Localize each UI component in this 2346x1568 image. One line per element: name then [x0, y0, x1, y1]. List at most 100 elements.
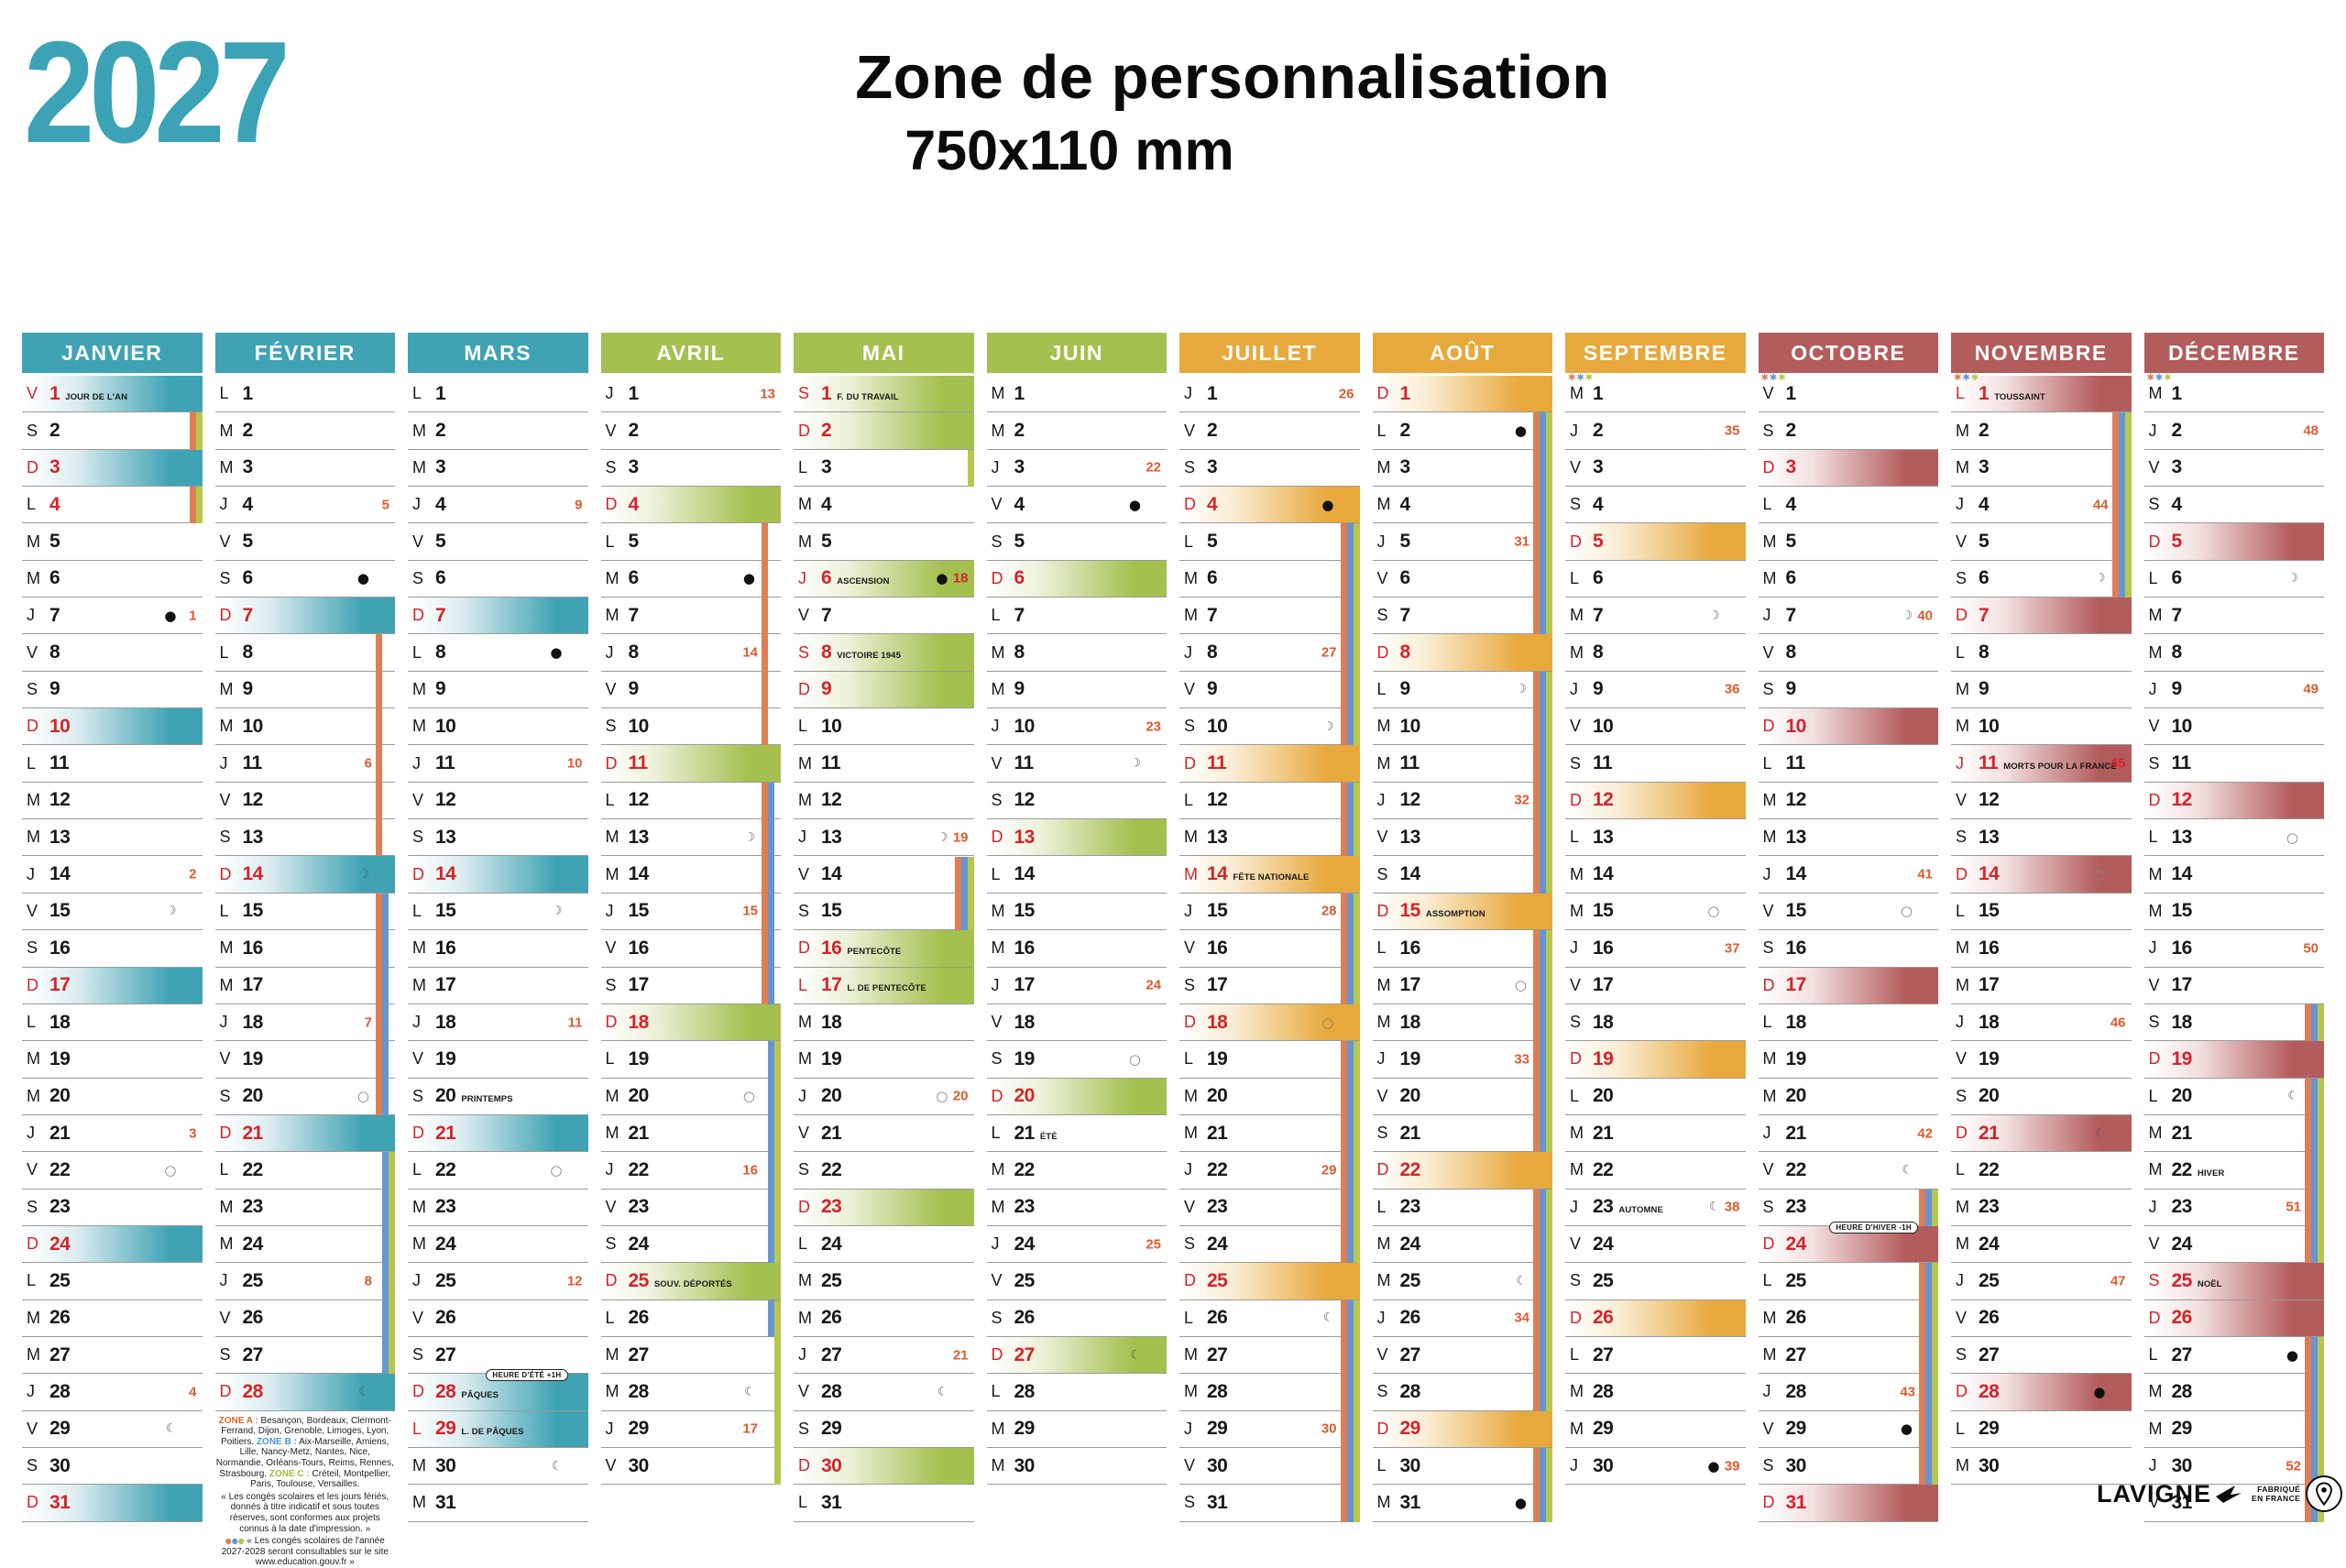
day-number: 14	[628, 863, 650, 885]
day-letter: D	[1570, 532, 1582, 551]
day-number: 12	[1014, 789, 1036, 811]
day-letter: S	[1762, 1197, 1774, 1216]
day-number: 24	[821, 1233, 842, 1255]
day-letter: V	[1570, 975, 1582, 994]
day-letter: L	[605, 532, 615, 551]
day-number: 13	[1593, 826, 1614, 848]
day-letter: J	[605, 1160, 614, 1179]
day-number: 28	[1399, 1380, 1421, 1402]
day-decembre-31: V 31	[2143, 1485, 2324, 1522]
day-number: 22	[2171, 1158, 2193, 1180]
day-number: 21	[242, 1122, 264, 1144]
day-letter: M	[412, 1197, 426, 1216]
day-number: 4	[242, 493, 254, 515]
day-janvier-19: M 19	[22, 1041, 203, 1079]
day-number: 15	[2171, 900, 2193, 922]
day-number: 31	[1399, 1491, 1421, 1513]
day-number: 16	[49, 937, 71, 959]
day-letter: J	[2148, 1197, 2157, 1216]
day-juillet-31: S 31	[1179, 1485, 1360, 1522]
day-letter: D	[2148, 1308, 2161, 1327]
day-fevrier-18: J 18 7	[214, 1003, 395, 1042]
day-number: 8	[1014, 641, 1025, 663]
day-number: 2	[242, 420, 254, 442]
day-number: 11	[1014, 752, 1035, 774]
day-number: 8	[628, 641, 640, 663]
school-zone-stripe-A	[1533, 376, 1540, 1522]
day-number: 9	[435, 678, 446, 700]
day-letter: S	[1762, 1456, 1774, 1475]
day-novembre-16: M 16	[1951, 930, 2132, 968]
day-letter: J	[1956, 753, 1964, 773]
day-number: 27	[628, 1343, 650, 1365]
day-number: 13	[821, 826, 842, 848]
day-number: 27	[242, 1343, 264, 1365]
day-letter: M	[1184, 864, 1198, 883]
day-aout-31: M 31 ●	[1372, 1485, 1552, 1522]
calendar-grid: JANVIER V 1 JOUR DE L'AN S 2 D 3 L 4 M 5 M 6 J 7 ● 1 V 8 S 9 D…	[22, 333, 2324, 1568]
day-number: 23	[821, 1196, 842, 1218]
week-number: 31	[1514, 533, 1529, 550]
day-number: 4	[1979, 493, 1990, 515]
day-juin-4: V 4 ●	[986, 487, 1167, 524]
month-days-septembre: ✱✱✱ M 1 J 2 35 V 3 S 4 D 5 L 6 M 7 ☽ M 8 J 9 36 V 10 S 11 D 12 L 13 M 1…	[1565, 374, 1746, 1486]
day-number: 12	[1979, 789, 2000, 811]
day-janvier-14: J 14 2	[22, 856, 203, 894]
day-number: 21	[821, 1122, 842, 1144]
day-janvier-10: D 10	[22, 708, 203, 746]
month-header-juillet: JUILLET	[1179, 333, 1360, 373]
day-janvier-11: L 11	[22, 745, 203, 783]
week-number: 44	[2092, 497, 2109, 513]
day-juillet-30: V 30	[1179, 1447, 1360, 1486]
day-number: 24	[49, 1233, 71, 1255]
day-juillet-29: J 29 30	[1179, 1410, 1360, 1448]
day-number: 26	[1207, 1307, 1228, 1329]
day-label: MORTS POUR LA FRANCE	[2003, 762, 2117, 773]
day-decembre-14: M 14	[2143, 856, 2324, 894]
day-label: L. DE PENTECÔTE	[847, 983, 926, 994]
day-janvier-22: V 22 ○	[22, 1152, 203, 1190]
day-mai-14: V 14	[794, 856, 974, 894]
day-avril-13: M 13 ☽	[600, 819, 781, 857]
moon-full-icon: ○	[1900, 903, 1913, 920]
day-letter: V	[991, 753, 1003, 773]
day-octobre-14: J 14 41	[1758, 856, 1938, 894]
day-number: 6	[821, 567, 832, 589]
day-letter: L	[1570, 568, 1580, 587]
day-juin-3: J 3 22	[986, 449, 1167, 488]
day-letter: M	[27, 568, 40, 587]
day-letter: L	[2148, 1086, 2158, 1105]
day-letter: J	[605, 1419, 614, 1438]
day-number: 30	[2171, 1454, 2193, 1476]
day-mars-15: L 15 ☽	[408, 893, 588, 931]
day-number: 25	[821, 1269, 842, 1291]
day-octobre-31: D 31	[1758, 1485, 1938, 1522]
day-number: 23	[1979, 1196, 2000, 1218]
day-number: 6	[49, 567, 60, 589]
day-letter: M	[2148, 864, 2163, 883]
day-number: 14	[2171, 863, 2193, 885]
day-novembre-22: L 22	[1951, 1152, 2132, 1190]
moon-new-icon: ●	[936, 570, 948, 587]
day-number: 5	[821, 531, 832, 553]
day-letter: L	[1184, 532, 1194, 551]
day-letter: M	[219, 679, 234, 698]
day-letter: S	[798, 901, 810, 920]
day-letter: M	[991, 901, 1005, 920]
day-letter: L	[1376, 679, 1387, 698]
day-fevrier-16: M 16	[214, 930, 395, 968]
day-letter: M	[1956, 938, 1969, 958]
day-number: 5	[1979, 531, 1990, 553]
day-mai-18: M 18	[794, 1003, 974, 1042]
day-number: 8	[2171, 641, 2183, 663]
day-letter: L	[1762, 753, 1772, 773]
day-letter: J	[219, 753, 228, 773]
day-novembre-25: J 25 47	[1951, 1263, 2132, 1300]
day-label: AUTOMNE	[1618, 1205, 1663, 1216]
